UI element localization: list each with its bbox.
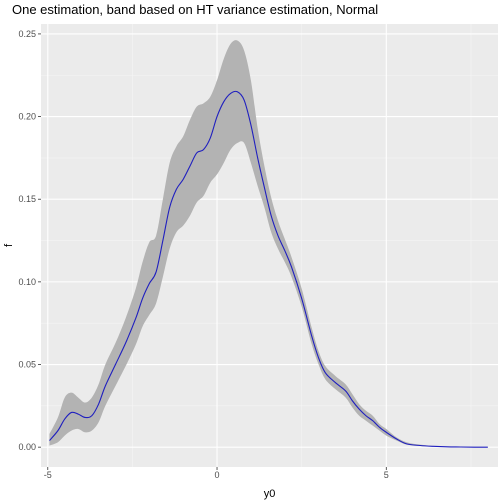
series-line xyxy=(49,90,488,448)
x-tick-label: 5 xyxy=(384,470,389,480)
x-axis-title: y0 xyxy=(264,488,276,500)
y-tick-label: 0.00 xyxy=(18,442,36,452)
y-tick-label: 0.20 xyxy=(18,112,36,122)
x-tick-label: -5 xyxy=(44,470,52,480)
y-tick-label: 0.15 xyxy=(18,194,36,204)
y-tick-label: 0.05 xyxy=(18,360,36,370)
grid-major xyxy=(41,24,498,467)
y-axis: 0.00 0.05 0.10 0.15 0.20 0.25 xyxy=(18,29,41,452)
y-tick-label: 0.10 xyxy=(18,277,36,287)
plot-panel xyxy=(41,24,498,467)
confidence-band xyxy=(49,40,488,448)
chart-title: One estimation, band based on HT varianc… xyxy=(12,2,378,17)
y-axis-title: f xyxy=(3,243,15,247)
grid-minor xyxy=(41,24,498,467)
x-tick-label: 0 xyxy=(215,470,220,480)
x-axis: -5 0 5 xyxy=(44,467,389,480)
y-tick-label: 0.25 xyxy=(18,29,36,39)
